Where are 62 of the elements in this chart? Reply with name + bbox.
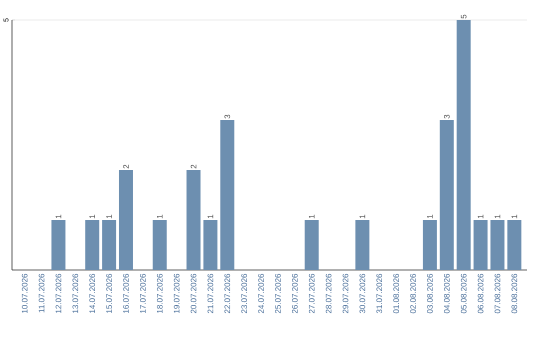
x-tick-label: 04.08.2026 (444, 274, 450, 314)
bar (456, 20, 471, 270)
data-label: 1 (478, 214, 484, 218)
x-tick-label: 12.07.2026 (56, 274, 62, 313)
data-label: 2 (123, 164, 129, 168)
x-tick-label: 30.07.2026 (360, 274, 366, 314)
data-label: 1 (308, 214, 314, 218)
data-label: 1 (360, 214, 366, 218)
bar (203, 220, 218, 270)
data-label: 1 (427, 214, 433, 218)
bar (490, 220, 504, 270)
x-tick-label: 29.07.2026 (342, 274, 348, 314)
x-tick-label: 24.07.2026 (258, 274, 264, 314)
bar (422, 220, 437, 270)
bar (304, 220, 319, 270)
x-tick-label: 01.08.2026 (393, 274, 399, 314)
x-tick-label: 05.08.2026 (460, 274, 467, 314)
x-tick-label: 06.08.2026 (478, 274, 484, 314)
data-label: 3 (224, 114, 230, 118)
data-label: 1 (208, 214, 214, 218)
x-tick-label: 20.07.2026 (190, 274, 196, 314)
bar (152, 220, 167, 270)
bar (118, 170, 133, 270)
data-label: 3 (444, 114, 450, 118)
bar (355, 220, 370, 270)
x-tick-label: 21.07.2026 (208, 274, 214, 314)
x-tick-label: 18.07.2026 (156, 274, 163, 313)
x-tick-label: 07.08.2026 (494, 274, 500, 314)
bar (85, 220, 100, 270)
x-tick-label: 27.07.2026 (308, 274, 315, 314)
data-label: 2 (190, 164, 196, 168)
x-tick-label: 25.07.2026 (275, 274, 281, 314)
x-tick-label: 28.07.2026 (326, 274, 332, 314)
x-tick-label: 19.07.2026 (174, 274, 180, 313)
x-tick-label: 22.07.2026 (224, 274, 230, 314)
x-tick-label: 31.07.2026 (376, 274, 382, 314)
x-tick-label: 15.07.2026 (106, 274, 112, 313)
bar (186, 170, 201, 270)
x-tick-label: 14.07.2026 (89, 274, 96, 313)
bar (507, 220, 522, 270)
x-tick-label: 17.07.2026 (140, 274, 146, 313)
x-tick-label: 23.07.2026 (241, 274, 248, 314)
x-tick-label: 10.07.2026 (22, 274, 28, 313)
bar (51, 220, 66, 270)
x-tick-label: 16.07.2026 (123, 274, 129, 313)
bar (440, 120, 454, 270)
data-label: 1 (494, 214, 500, 218)
data-label: 1 (106, 214, 112, 218)
bar (474, 220, 488, 270)
data-label: 1 (56, 214, 62, 218)
data-label: 1 (156, 214, 162, 218)
x-tick-label: 08.08.2026 (512, 274, 518, 314)
bar (220, 120, 234, 270)
data-label: 1 (89, 214, 95, 218)
bar (102, 220, 116, 270)
data-label: 1 (512, 214, 518, 218)
x-tick-label: 13.07.2026 (72, 274, 78, 313)
x-tick-label: 03.08.2026 (427, 274, 433, 314)
x-tick-label: 02.08.2026 (410, 274, 416, 314)
x-tick-label: 11.07.2026 (38, 274, 44, 312)
x-tick-label: 26.07.2026 (292, 274, 298, 314)
data-label: 5 (460, 14, 466, 18)
